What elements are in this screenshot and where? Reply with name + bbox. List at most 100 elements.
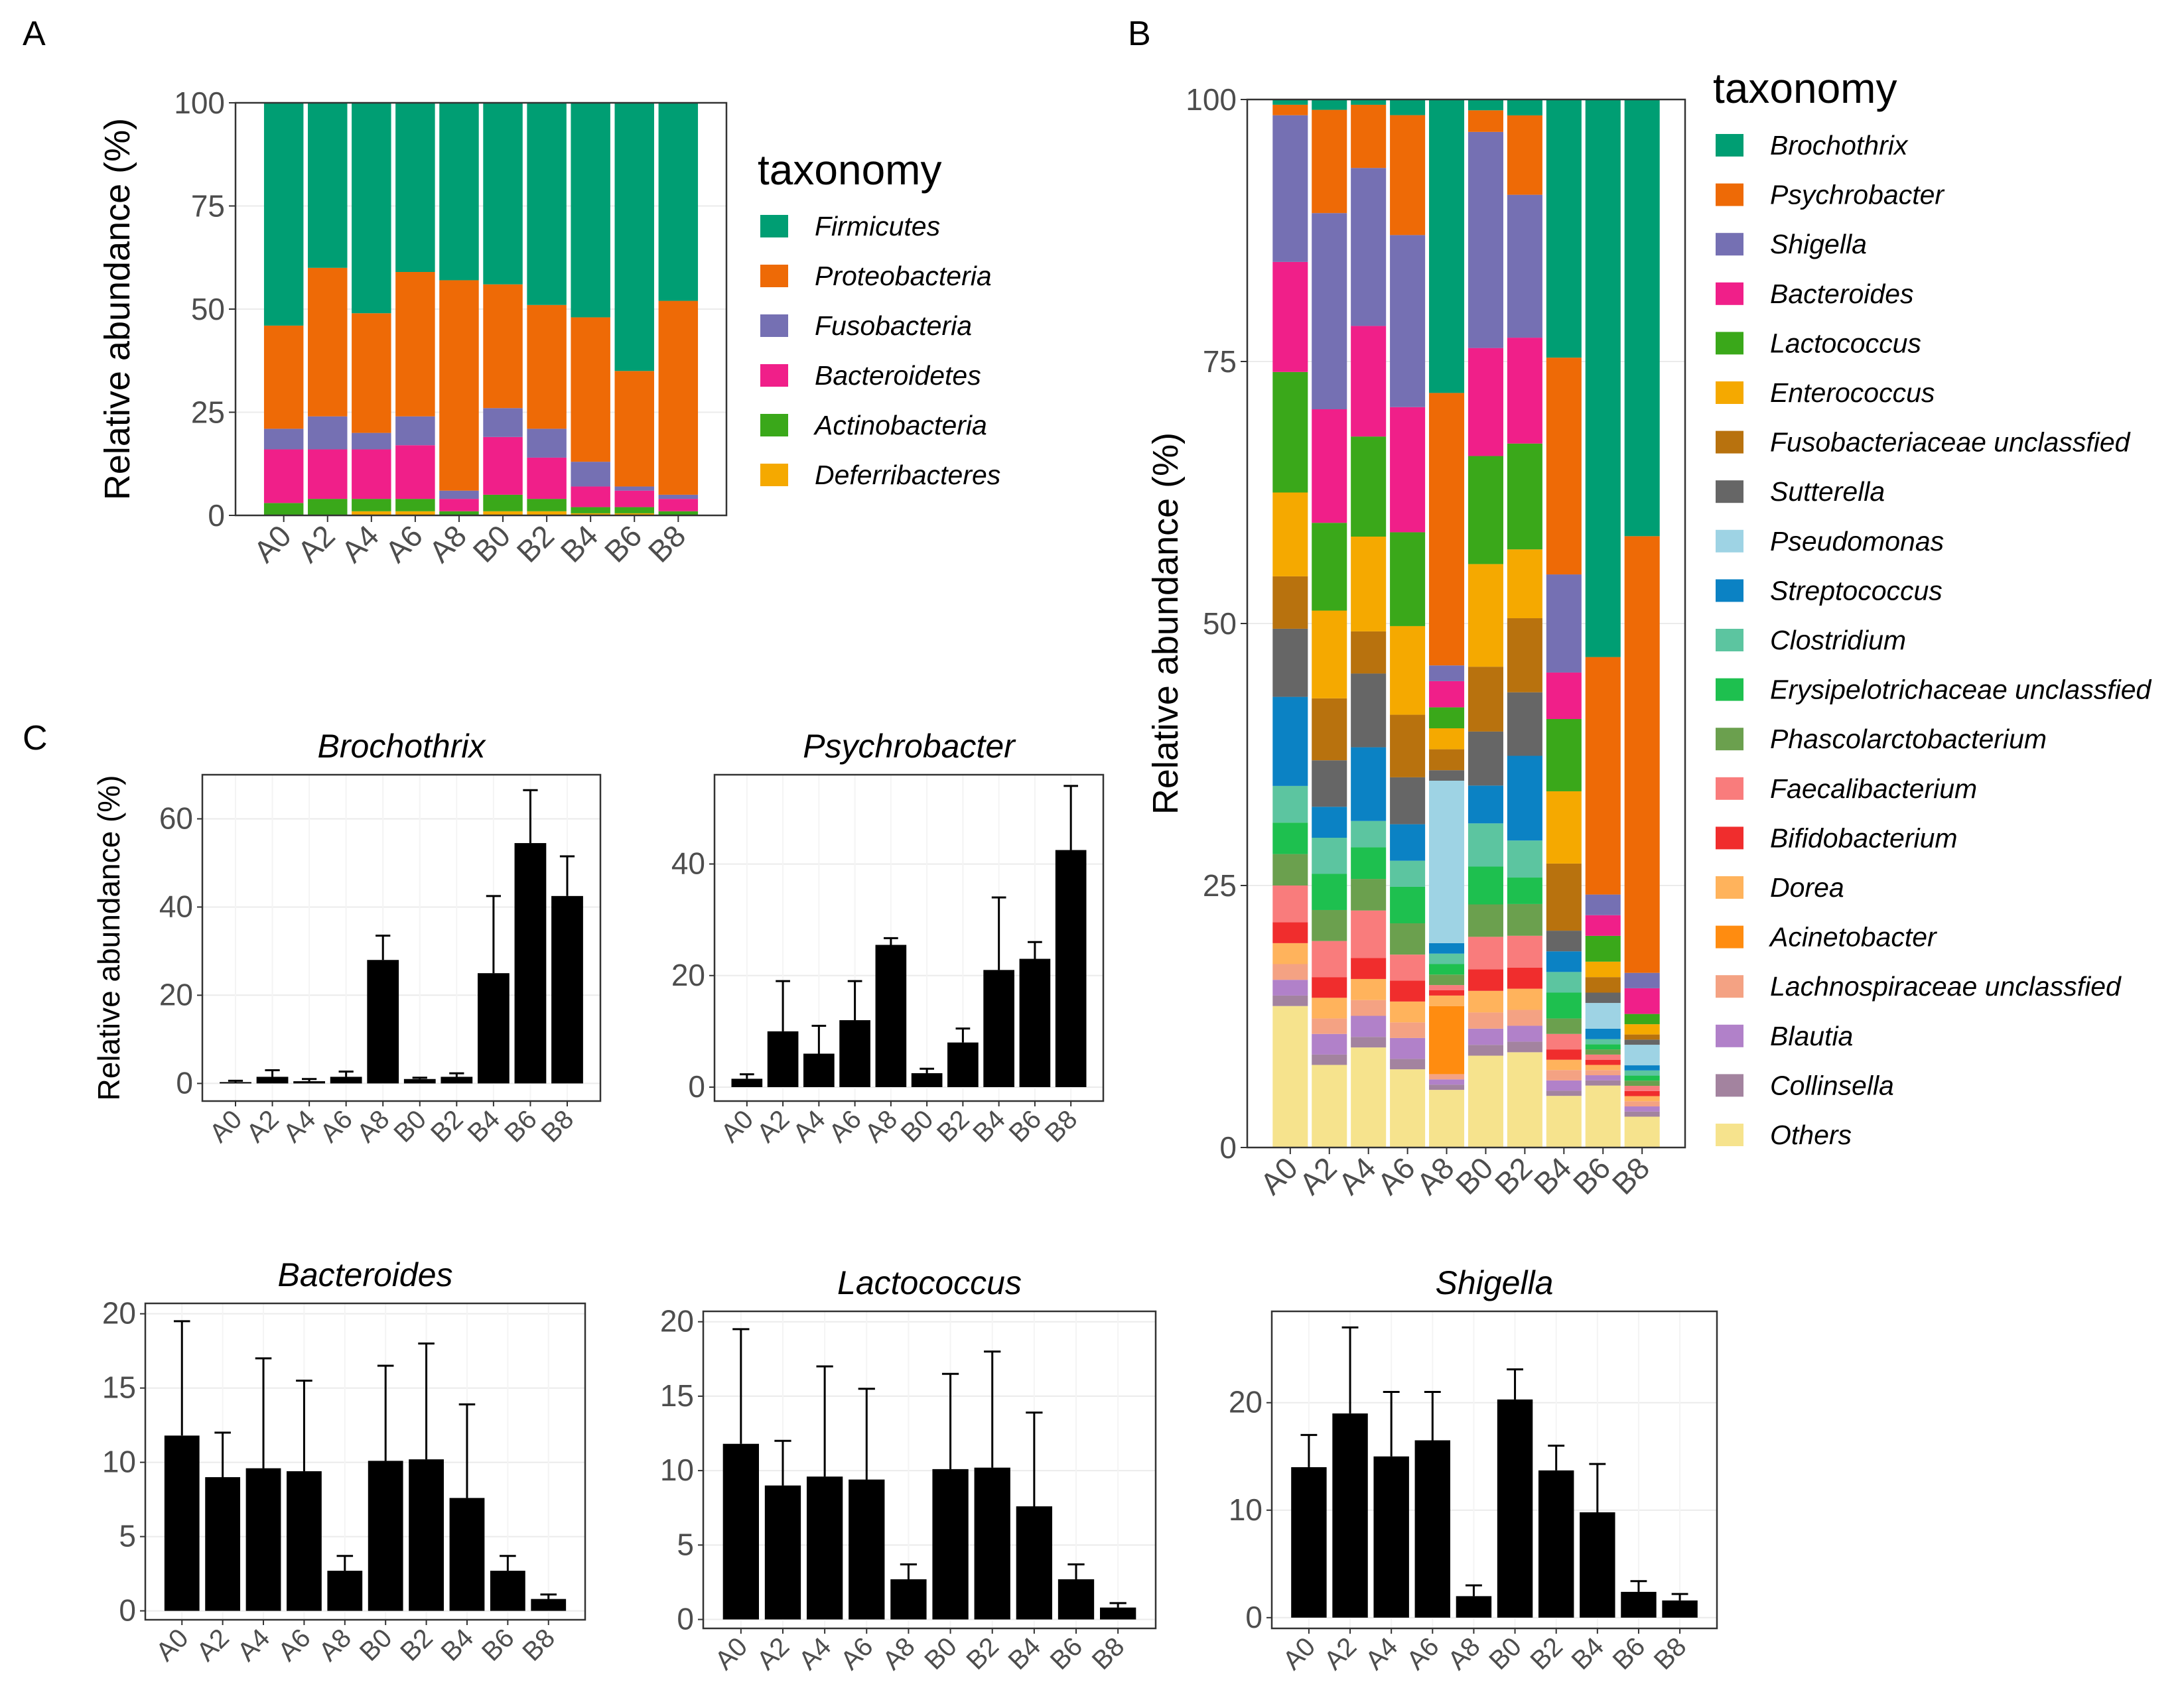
bar-segment-erysipelotrichaceae-unclassfied-a6	[1390, 886, 1426, 923]
legend-label-shigella: Shigella	[1770, 229, 1867, 259]
bar-segment-dorea-b0	[1467, 990, 1503, 1013]
bar-segment-lachnospiraceae-unclassfied-b6	[1585, 1070, 1621, 1076]
bar-segment-shigella-b4	[1546, 574, 1582, 673]
bar-segment-bacteroides-b2	[1507, 338, 1542, 444]
legend-swatch-brochothrix	[1716, 134, 1743, 157]
y-tick-label: 60	[159, 801, 193, 835]
bar-segment-proteobacteria-a2	[308, 267, 348, 417]
bar-segment-actinobacteria-a2	[308, 499, 348, 515]
bar-segment-lachnospiraceae-unclassfied-b2	[1507, 1010, 1542, 1026]
bar-segment-faecalibacterium-b8	[1624, 1086, 1660, 1091]
bar-segment-collinsella-b2	[1507, 1041, 1542, 1053]
bar-a4	[245, 1468, 281, 1611]
bar-segment-shigella-b0	[1467, 131, 1503, 348]
legend-swatch-pseudomonas	[1716, 529, 1743, 553]
bar-segment-proteobacteria-a0	[263, 325, 304, 429]
bar-segment-lachnospiraceae-unclassfied-a4	[1351, 1000, 1387, 1016]
bar-segment-phascolarctobacterium-a6	[1390, 923, 1426, 955]
bar-b8	[1100, 1607, 1136, 1620]
legend-label-collinsella: Collinsella	[1770, 1070, 1894, 1100]
bar-segment-erysipelotrichaceae-unclassfied-b8	[1624, 1075, 1660, 1081]
bar-segment-dorea-b4	[1546, 1059, 1582, 1071]
x-tick-label: A0	[1278, 1632, 1322, 1675]
y-tick-label: 10	[1229, 1492, 1263, 1527]
bar-segment-collinsella-a4	[1351, 1037, 1387, 1048]
bar-segment-actinobacteria-b8	[658, 511, 699, 515]
y-tick-label: 5	[119, 1519, 136, 1553]
bar-a8	[327, 1571, 363, 1611]
bar-segment-psychrobacter-b4	[1546, 358, 1582, 575]
bar-segment-psychrobacter-b8	[1624, 536, 1660, 973]
bar-segment-clostridium-a6	[1390, 860, 1426, 887]
bar-segment-sutterella-b4	[1546, 931, 1582, 952]
bar-segment-lactococcus-b6	[1585, 935, 1621, 962]
bar-segment-fusobacteriaceae-unclassfied-a8	[1429, 749, 1465, 771]
x-tick-label: B8	[536, 1104, 580, 1148]
bar-segment-enterococcus-b8	[1624, 1024, 1660, 1035]
bar-segment-brochothrix-a4	[1351, 99, 1387, 105]
bar-segment-proteobacteria-a8	[439, 280, 479, 491]
bar-b6	[1058, 1579, 1095, 1620]
bar-segment-faecalibacterium-b0	[1467, 937, 1503, 970]
legend-swatch-deferribacteres	[760, 464, 788, 486]
bar-segment-fusobacteriaceae-unclassfied-b8	[1624, 1034, 1660, 1040]
chart-title: Psychrobacter	[803, 728, 1016, 765]
bar-segment-firmicutes-a6	[395, 103, 435, 273]
y-tick-label: 0	[688, 1069, 705, 1104]
legend-swatch-fusobacteria	[760, 314, 788, 337]
bar-segment-blautia-b6	[1585, 1075, 1621, 1081]
bar-segment-bifidobacterium-b4	[1546, 1049, 1582, 1060]
bar-b2	[441, 1077, 473, 1084]
bar-a2	[767, 1031, 799, 1087]
bar-segment-actinobacteria-b0	[483, 494, 523, 511]
bar-segment-blautia-b8	[1624, 1106, 1660, 1112]
bar-segment-erysipelotrichaceae-unclassfied-b4	[1546, 992, 1582, 1019]
bar-segment-lactococcus-a2	[1312, 523, 1347, 611]
bar-segment-clostridium-a4	[1351, 820, 1387, 848]
bar-segment-fusobacteria-b2	[527, 428, 567, 458]
bar-segment-proteobacteria-b0	[483, 284, 523, 409]
bar-segment-bacteroidetes-b4	[571, 486, 610, 507]
y-axis-title: Relative abundance (%)	[92, 775, 126, 1101]
bar-segment-lactococcus-a8	[1429, 707, 1465, 728]
bar-a6	[330, 1077, 362, 1084]
bar-b6	[514, 843, 547, 1084]
bar-segment-faecalibacterium-a4	[1351, 910, 1387, 958]
bar-segment-dorea-a2	[1312, 998, 1347, 1019]
bar-segment-others-b6	[1585, 1085, 1621, 1148]
bar-segment-streptococcus-a2	[1312, 807, 1347, 838]
bar-a6	[839, 1020, 870, 1087]
x-tick-label: B8	[1087, 1632, 1130, 1675]
bar-segment-proteobacteria-b4	[571, 317, 610, 462]
y-tick-label: 75	[1203, 344, 1237, 379]
legend-swatch-streptococcus	[1716, 579, 1743, 602]
bar-segment-erysipelotrichaceae-unclassfied-b2	[1507, 878, 1542, 904]
x-tick-label: A0	[204, 1104, 248, 1148]
plot-border	[144, 1302, 586, 1621]
bar-segment-dorea-b2	[1507, 988, 1542, 1010]
plot-border	[702, 1310, 1157, 1630]
bar-segment-streptococcus-a0	[1272, 696, 1308, 786]
y-tick-label: 15	[102, 1370, 136, 1405]
bar-segment-pseudomonas-b8	[1624, 1045, 1660, 1066]
bar-segment-faecalibacterium-b4	[1546, 1033, 1582, 1050]
bar-segment-fusobacteriaceae-unclassfied-b0	[1467, 667, 1503, 732]
y-tick-label: 100	[174, 86, 225, 120]
bar-a4	[803, 1053, 835, 1087]
bar-segment-firmicutes-b4	[571, 103, 610, 318]
legend-swatch-actinobacteria	[760, 414, 788, 436]
bar-segment-bifidobacterium-a4	[1351, 958, 1387, 979]
bar-segment-lachnospiraceae-unclassfied-b8	[1624, 1101, 1660, 1107]
bar-segment-others-b2	[1507, 1052, 1542, 1148]
x-tick-label: B4	[462, 1104, 506, 1148]
bar-b8	[1662, 1600, 1698, 1618]
bar-segment-others-a2	[1312, 1065, 1347, 1148]
bar-segment-actinobacteria-b2	[527, 499, 567, 511]
bar-segment-bacteroides-b6	[1585, 915, 1621, 936]
bar-segment-deferribacteres-a4	[352, 511, 391, 515]
legend-label-faecalibacterium: Faecalibacterium	[1770, 773, 1977, 804]
bar-segment-bifidobacterium-a8	[1429, 990, 1465, 996]
bar-segment-fusobacteria-a4	[352, 432, 391, 450]
legend-label-acinetobacter: Acinetobacter	[1768, 922, 1938, 952]
